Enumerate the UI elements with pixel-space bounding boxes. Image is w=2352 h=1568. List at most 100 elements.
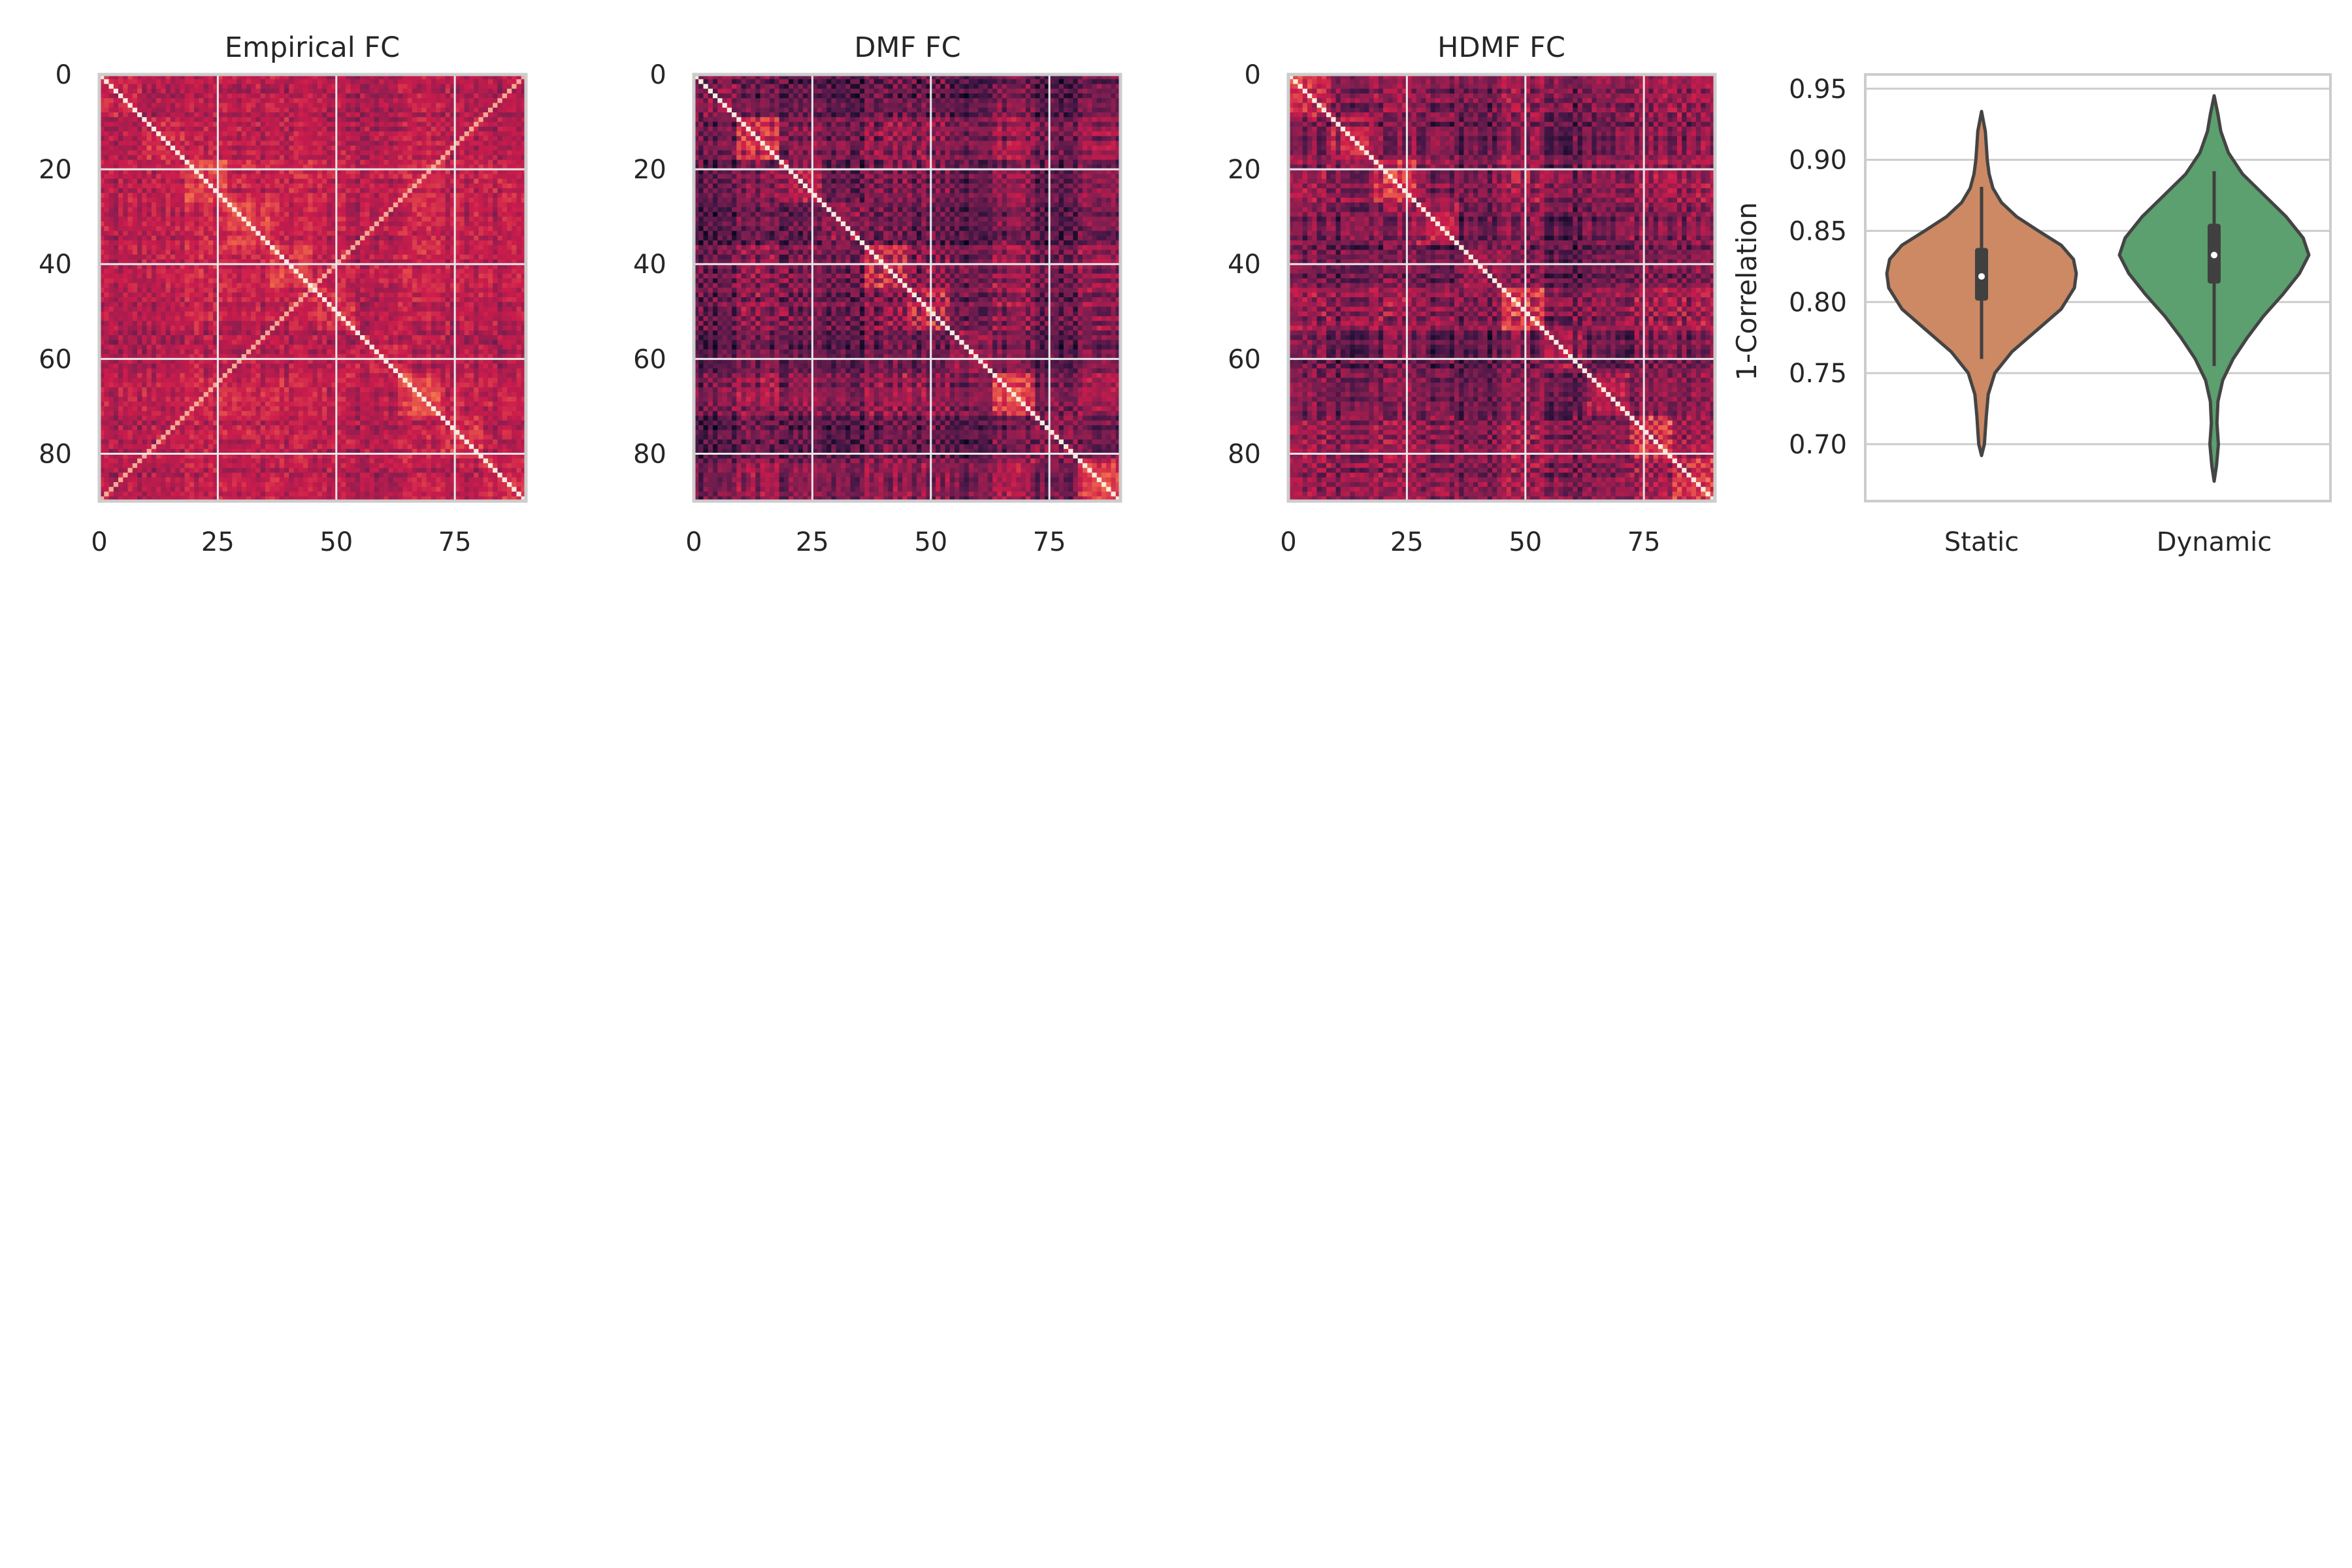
heatmap-cell (185, 188, 190, 193)
heatmap-cell (446, 188, 451, 193)
heatmap-cell (280, 236, 285, 241)
heatmap-cell (379, 236, 384, 241)
heatmap-cell (261, 188, 266, 193)
heatmap-cell (118, 250, 123, 255)
heatmap-cell (474, 146, 479, 151)
heatmap-cell (142, 155, 147, 160)
heatmap-cell (189, 236, 195, 241)
heatmap-cell (493, 221, 498, 227)
heatmap-cell (398, 188, 403, 193)
heatmap-cell (303, 184, 308, 189)
heatmap-cell (128, 141, 133, 146)
heatmap-cell (303, 89, 308, 94)
heatmap-cell (128, 193, 133, 198)
heatmap-cell (374, 179, 380, 184)
heatmap-cell (402, 122, 408, 127)
heatmap-cell (322, 207, 327, 212)
heatmap-cell (402, 127, 408, 132)
heatmap-cell (161, 250, 166, 255)
heatmap-cell (459, 184, 465, 189)
heatmap-cell (142, 236, 147, 241)
heatmap-cell (474, 250, 479, 255)
heatmap-cell (208, 131, 214, 137)
heatmap-cell (284, 93, 289, 99)
heatmap-cell (232, 108, 237, 113)
heatmap-cell (251, 136, 256, 141)
heatmap-cell (497, 174, 502, 179)
heatmap-cell (493, 108, 498, 113)
heatmap-cell (104, 236, 109, 241)
heatmap-cell (431, 136, 436, 141)
heatmap-cell (128, 231, 133, 236)
heatmap-cell (274, 179, 280, 184)
heatmap-cell (189, 212, 195, 217)
heatmap-cell (459, 212, 465, 217)
heatmap-cell (251, 207, 256, 212)
heatmap-cell (370, 245, 375, 250)
heatmap-cell (351, 255, 356, 260)
heatmap-cell (322, 141, 327, 146)
heatmap-cell (299, 146, 304, 151)
heatmap-cell (232, 245, 237, 250)
heatmap-cell (516, 84, 521, 90)
heatmap-cell (497, 155, 502, 160)
heatmap-cell (123, 221, 128, 227)
heatmap-cell (255, 160, 261, 165)
heatmap-cell (408, 98, 413, 103)
heatmap-cell (465, 231, 470, 236)
heatmap-cell (474, 150, 479, 155)
heatmap-cell (341, 89, 346, 94)
heatmap-cell (465, 240, 470, 246)
heatmap-cell (180, 269, 185, 274)
heatmap-cell (237, 141, 242, 146)
heatmap-cell (507, 198, 512, 203)
heatmap-cell (104, 146, 109, 151)
heatmap-cell (270, 231, 275, 236)
heatmap-cell (142, 245, 147, 250)
heatmap-cell (393, 112, 399, 118)
heatmap-cell (171, 155, 176, 160)
heatmap-cell (255, 79, 261, 84)
heatmap-cell (478, 203, 483, 208)
heatmap-cell (497, 179, 502, 184)
heatmap-cell (408, 231, 413, 236)
heatmap-cell (128, 146, 133, 151)
heatmap-cell (289, 207, 294, 212)
heatmap-cell (365, 179, 370, 184)
heatmap-cell (308, 269, 313, 274)
heatmap-cell (318, 179, 323, 184)
heatmap-cell (114, 217, 119, 222)
heatmap-cell (379, 245, 384, 250)
heatmap-cell (308, 198, 313, 203)
heatmap-cell (242, 141, 247, 146)
heatmap-cell (284, 188, 289, 193)
heatmap-cell (374, 131, 380, 137)
heatmap-cell (161, 274, 166, 279)
heatmap-cell (299, 89, 304, 94)
heatmap-cell (402, 255, 408, 260)
heatmap-cell (284, 174, 289, 179)
heatmap-cell (133, 103, 138, 108)
heatmap-cell (265, 240, 270, 246)
heatmap-cell (474, 131, 479, 137)
heatmap-cell (208, 150, 214, 155)
heatmap-cell (171, 127, 176, 132)
heatmap-cell (483, 269, 489, 274)
heatmap-cell (171, 207, 176, 212)
heatmap-cell (408, 274, 413, 279)
heatmap-cell (246, 174, 252, 179)
heatmap-cell (147, 108, 152, 113)
heatmap-cell (166, 89, 171, 94)
heatmap-cell (346, 193, 351, 198)
heatmap-cell (408, 179, 413, 184)
heatmap-cell (370, 146, 375, 151)
heatmap-cell (436, 188, 441, 193)
heatmap-cell (208, 274, 214, 279)
heatmap-cell (128, 98, 133, 103)
heatmap-cell (360, 84, 365, 90)
heatmap-cell (398, 108, 403, 113)
heatmap-cell (199, 198, 204, 203)
heatmap-cell (123, 255, 128, 260)
heatmap-cell (180, 155, 185, 160)
heatmap-cell (194, 217, 199, 222)
